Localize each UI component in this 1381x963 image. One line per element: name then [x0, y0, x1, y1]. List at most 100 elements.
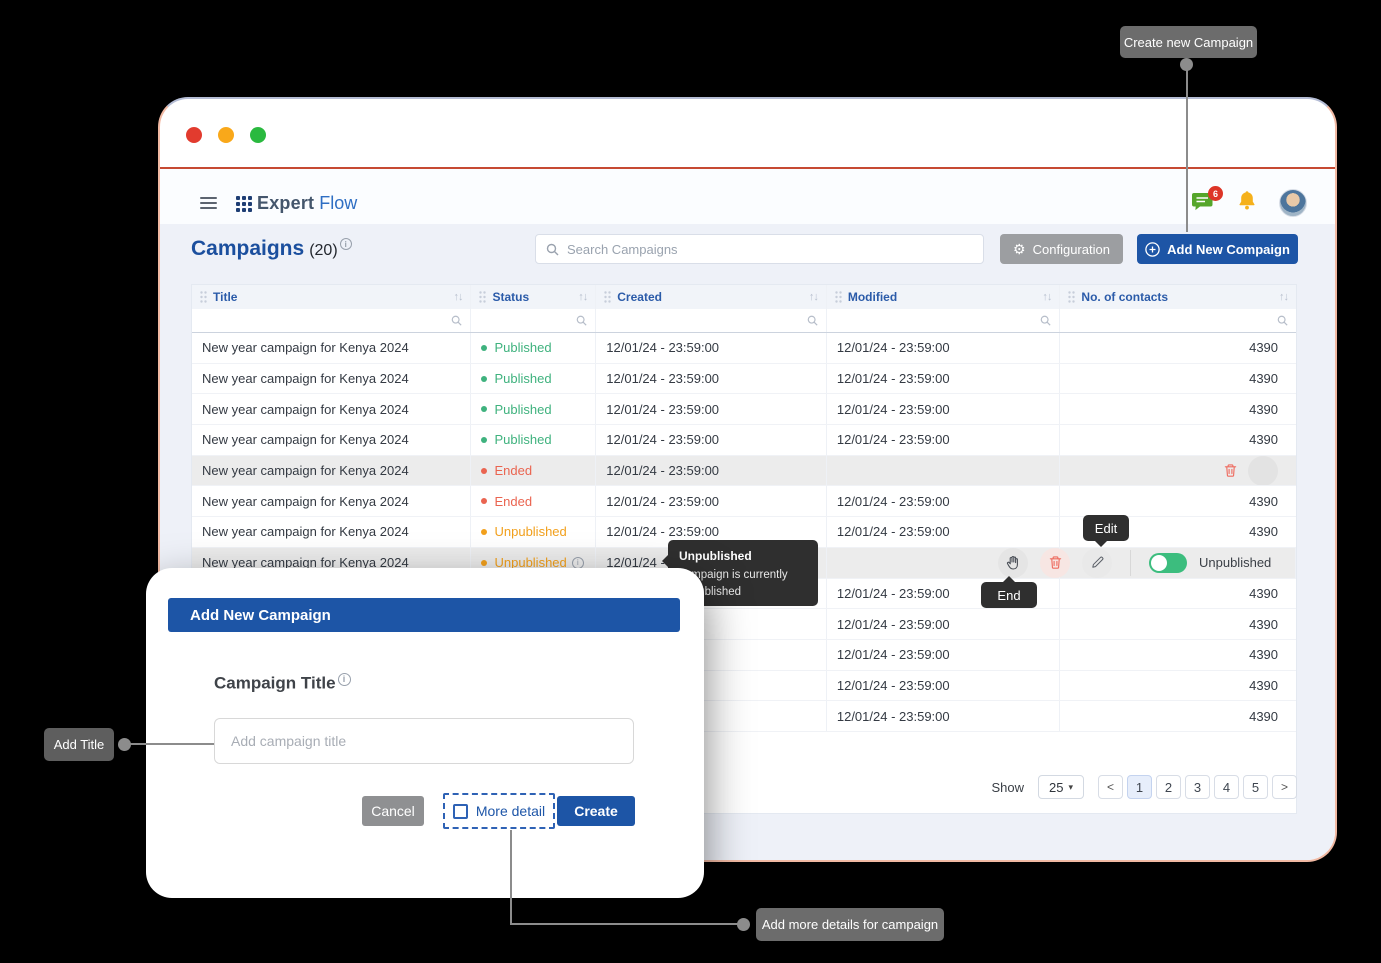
sort-icon[interactable]: ↑↓ — [808, 291, 819, 303]
more-detail-option[interactable]: More detail — [443, 793, 555, 829]
status-badge: Published — [494, 432, 552, 448]
publish-toggle[interactable] — [1149, 552, 1187, 573]
window-titlebar — [160, 99, 1335, 167]
campaign-count: (20) — [309, 242, 338, 259]
gear-icon: ⚙ — [1013, 241, 1026, 257]
page-button-2[interactable]: 2 — [1156, 775, 1181, 799]
search-icon — [807, 315, 818, 326]
cancel-button[interactable]: Cancel — [362, 796, 424, 826]
status-dot — [481, 406, 488, 413]
filter-contacts[interactable] — [1060, 309, 1296, 332]
chat-icon[interactable]: 6 — [1191, 186, 1223, 214]
add-title-callout: Add Title — [44, 728, 114, 761]
page-button-3[interactable]: 3 — [1185, 775, 1210, 799]
callout-line — [130, 743, 214, 745]
actions-divider — [1130, 549, 1131, 576]
hand-icon — [1006, 555, 1018, 570]
search-icon — [1277, 315, 1288, 326]
sort-icon[interactable]: ↑↓ — [1042, 291, 1052, 303]
page-size-select[interactable]: 25 ▾ — [1038, 775, 1084, 799]
column-header-title[interactable]: Title ↑↓ — [192, 285, 472, 309]
field-info-icon[interactable]: i — [337, 673, 351, 686]
status-info-icon[interactable]: i — [571, 556, 584, 569]
prev-page-button[interactable]: < — [1098, 775, 1123, 799]
menu-icon[interactable] — [200, 197, 217, 210]
campaign-title-label: Campaign Title i — [214, 673, 351, 694]
page-title: Campaigns (20) i — [191, 237, 352, 261]
notifications-bell-icon[interactable] — [1237, 190, 1257, 217]
table-row[interactable]: New year campaign for Kenya 2024 Ended 1… — [192, 455, 1296, 487]
status-badge: Published — [494, 401, 552, 417]
status-badge: Ended — [494, 463, 533, 479]
callout-dot — [737, 918, 750, 931]
configuration-button[interactable]: ⚙ Configuration — [1000, 234, 1123, 264]
search-box[interactable] — [535, 234, 984, 264]
search-icon — [546, 243, 559, 255]
logo-grid-icon — [236, 195, 252, 212]
column-header-status[interactable]: Status ↑↓ — [471, 285, 597, 309]
window-close-button[interactable] — [186, 127, 202, 143]
status-dot — [481, 436, 488, 443]
status-dot — [481, 498, 488, 505]
user-avatar[interactable] — [1279, 189, 1307, 217]
add-new-campaign-button[interactable]: Add New Compaign — [1137, 234, 1298, 264]
page-info-icon[interactable]: i — [339, 238, 352, 251]
more-details-callout: Add more details for campaign — [756, 908, 944, 941]
search-icon — [576, 315, 587, 326]
logo-text-expert: Expert — [257, 193, 315, 213]
drag-handle-icon — [835, 291, 842, 303]
more-detail-label: More detail — [475, 803, 546, 819]
pencil-icon — [1091, 556, 1103, 568]
filter-status[interactable] — [471, 309, 597, 332]
table-filter-row — [192, 309, 1296, 333]
create-button[interactable]: Create — [557, 796, 635, 826]
edit-campaign-button[interactable] — [1082, 547, 1112, 578]
window-maximize-button[interactable] — [250, 127, 266, 143]
status-badge: Unpublished — [494, 524, 567, 540]
callout-line — [510, 830, 512, 925]
column-header-modified[interactable]: Modified ↑↓ — [827, 285, 1061, 309]
delete-campaign-button[interactable] — [1040, 547, 1070, 578]
tooltip-title: Unpublished — [679, 549, 752, 563]
page-button-4[interactable]: 4 — [1214, 775, 1239, 799]
titlebar-divider — [160, 167, 1335, 169]
status-dot — [481, 375, 488, 382]
table-row[interactable]: New year campaign for Kenya 2024 Ended 1… — [192, 486, 1296, 518]
table-header-row: Title ↑↓ Status ↑↓ Created ↑↓ — [192, 285, 1296, 309]
row-actions: Unpublished — [828, 547, 1298, 578]
column-header-created[interactable]: Created ↑↓ — [596, 285, 827, 309]
drag-handle-icon — [1068, 291, 1076, 303]
window-minimize-button[interactable] — [218, 127, 234, 143]
filter-title[interactable] — [192, 309, 472, 332]
table-row[interactable]: New year campaign for Kenya 2024 Publish… — [192, 425, 1296, 456]
column-header-contacts[interactable]: No. of contacts ↑↓ — [1060, 285, 1296, 309]
drag-handle-icon — [479, 291, 487, 303]
search-icon — [452, 315, 463, 326]
table-row[interactable]: New year campaign for Kenya 2024 Publish… — [192, 333, 1296, 364]
campaign-title-input[interactable] — [214, 718, 634, 764]
status-badge: Ended — [494, 493, 533, 509]
status-badge: Published — [494, 371, 552, 387]
more-detail-checkbox[interactable] — [452, 803, 468, 819]
status-dot — [481, 528, 488, 535]
sort-icon[interactable]: ↑↓ — [578, 291, 588, 303]
show-label: Show — [991, 779, 1024, 795]
page-button-5[interactable]: 5 — [1243, 775, 1268, 799]
sort-icon[interactable]: ↑↓ — [1278, 291, 1289, 303]
drag-handle-icon — [200, 291, 207, 303]
sort-icon[interactable]: ↑↓ — [453, 291, 463, 303]
page-button-1[interactable]: 1 — [1127, 775, 1152, 799]
search-input[interactable] — [567, 241, 973, 257]
next-page-button[interactable]: > — [1272, 775, 1297, 799]
filter-modified[interactable] — [827, 309, 1061, 332]
search-icon — [1041, 315, 1051, 326]
filter-created[interactable] — [596, 309, 827, 332]
delete-icon[interactable] — [1223, 463, 1238, 478]
end-campaign-button[interactable] — [998, 547, 1028, 578]
edit-tooltip: Edit — [1083, 515, 1129, 547]
table-row[interactable]: New year campaign for Kenya 2024 Publish… — [192, 394, 1296, 426]
table-row[interactable]: New year campaign for Kenya 2024 Publish… — [192, 363, 1296, 395]
chevron-down-icon: ▾ — [1068, 781, 1073, 792]
